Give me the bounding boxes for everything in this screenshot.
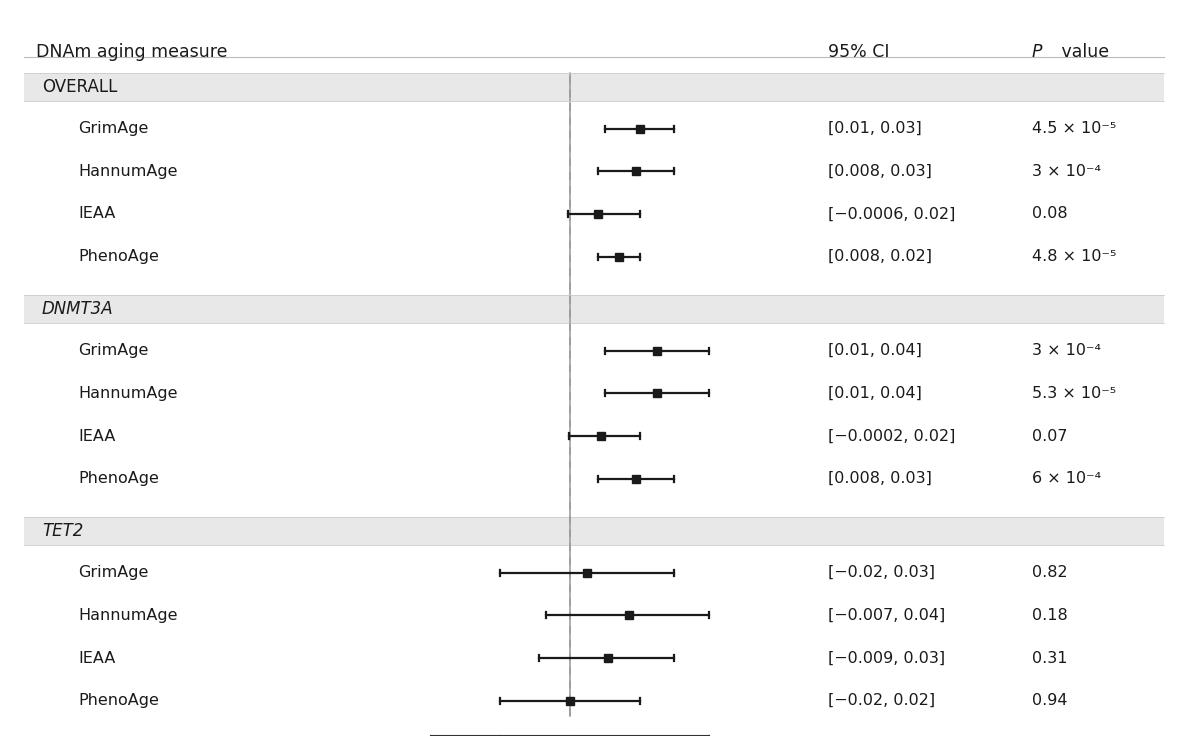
Text: [0.01, 0.04]: [0.01, 0.04] [828, 386, 922, 401]
Text: 0.08: 0.08 [1032, 207, 1068, 222]
Text: [−0.0006, 0.02]: [−0.0006, 0.02] [828, 207, 955, 222]
Text: GrimAge: GrimAge [78, 121, 149, 136]
Text: [−0.009, 0.03]: [−0.009, 0.03] [828, 651, 946, 665]
Text: 4.8 × 10⁻⁵: 4.8 × 10⁻⁵ [1032, 250, 1116, 264]
Text: 6 × 10⁻⁴: 6 × 10⁻⁴ [1032, 471, 1102, 486]
Text: [0.008, 0.03]: [0.008, 0.03] [828, 471, 932, 486]
Text: [0.01, 0.04]: [0.01, 0.04] [828, 343, 922, 358]
Text: 0.18: 0.18 [1032, 608, 1068, 623]
Text: PhenoAge: PhenoAge [78, 693, 158, 708]
Text: 0.82: 0.82 [1032, 565, 1068, 580]
FancyBboxPatch shape [24, 295, 1164, 323]
Text: [−0.0002, 0.02]: [−0.0002, 0.02] [828, 428, 955, 444]
Text: [−0.02, 0.02]: [−0.02, 0.02] [828, 693, 935, 708]
Text: [0.008, 0.03]: [0.008, 0.03] [828, 164, 932, 179]
Text: OVERALL: OVERALL [42, 78, 118, 96]
Text: HannumAge: HannumAge [78, 608, 178, 623]
Text: 0.94: 0.94 [1032, 693, 1068, 708]
Text: value: value [1056, 43, 1109, 60]
Text: PhenoAge: PhenoAge [78, 471, 158, 486]
Text: DNAm aging measure: DNAm aging measure [36, 43, 228, 60]
Text: 3 × 10⁻⁴: 3 × 10⁻⁴ [1032, 164, 1102, 179]
Text: GrimAge: GrimAge [78, 343, 149, 358]
Text: 3 × 10⁻⁴: 3 × 10⁻⁴ [1032, 343, 1102, 358]
Text: IEAA: IEAA [78, 428, 115, 444]
Text: 0.31: 0.31 [1032, 651, 1068, 665]
Text: TET2: TET2 [42, 522, 83, 540]
FancyBboxPatch shape [24, 73, 1164, 101]
Text: 5.3 × 10⁻⁵: 5.3 × 10⁻⁵ [1032, 386, 1116, 401]
Text: PhenoAge: PhenoAge [78, 250, 158, 264]
Text: GrimAge: GrimAge [78, 565, 149, 580]
Text: IEAA: IEAA [78, 207, 115, 222]
Text: HannumAge: HannumAge [78, 164, 178, 179]
Text: 95% CI: 95% CI [828, 43, 889, 60]
Text: DNMT3A: DNMT3A [42, 300, 114, 318]
Text: [−0.007, 0.04]: [−0.007, 0.04] [828, 608, 946, 623]
Text: P: P [1032, 43, 1043, 60]
Text: HannumAge: HannumAge [78, 386, 178, 401]
Text: [0.01, 0.03]: [0.01, 0.03] [828, 121, 922, 136]
Text: [0.008, 0.02]: [0.008, 0.02] [828, 250, 932, 264]
Text: [−0.02, 0.03]: [−0.02, 0.03] [828, 565, 935, 580]
Text: 0.07: 0.07 [1032, 428, 1068, 444]
FancyBboxPatch shape [24, 517, 1164, 545]
Text: 4.5 × 10⁻⁵: 4.5 × 10⁻⁵ [1032, 121, 1116, 136]
Text: IEAA: IEAA [78, 651, 115, 665]
